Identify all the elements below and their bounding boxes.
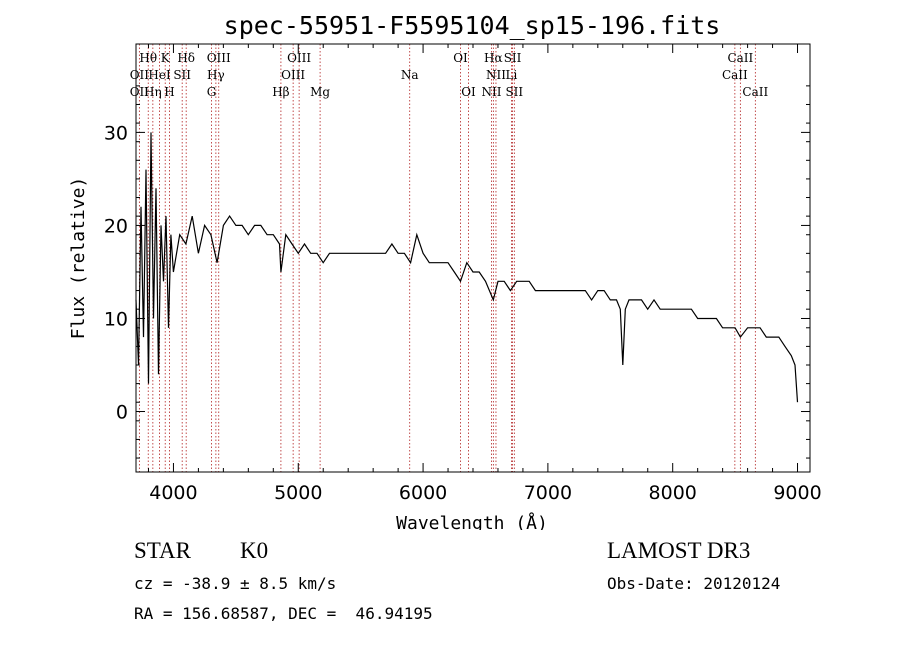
line-label-11: SII (173, 68, 191, 82)
line-label-23: Mg (310, 85, 330, 99)
line-label-16: Li (506, 68, 518, 82)
survey-name: LAMOST DR3 (607, 538, 751, 563)
y-axis-label: Flux (relative) (68, 177, 89, 340)
line-label-17: CaII (722, 68, 748, 82)
line-label-13: OIII (281, 68, 305, 82)
object-subclass: K0 (240, 538, 269, 563)
line-label-21: G (207, 85, 217, 99)
spectrum-chart: spec-55951-F5595104_sp15-196.fits Hθ K Hδ O… (68, 11, 822, 530)
line-label-6: Hα (484, 51, 503, 65)
observation-date: Obs-Date: 20120124 (607, 574, 781, 593)
y-tick-label-2: 20 (104, 215, 128, 237)
line-label-2: Hδ (177, 51, 195, 65)
line-label-8: CaII (727, 51, 753, 65)
line-label-22: Hβ (272, 85, 289, 99)
y-tick-label-3: 30 (104, 122, 128, 144)
x-tick-label-4: 8000 (649, 482, 697, 504)
x-axis-label: Wavelength (Å) (396, 512, 548, 530)
line-label-18: OII (130, 85, 150, 99)
x-tick-label-0: 4000 (149, 482, 197, 504)
coordinates: RA = 156.68587, DEC = 46.94195 (134, 604, 433, 623)
line-label-14: Na (401, 68, 419, 82)
line-label-24: OI (461, 85, 476, 99)
line-label-10: HeI (148, 68, 171, 82)
x-tick-label-2: 6000 (399, 482, 447, 504)
spectrum-flux-line (135, 132, 799, 403)
line-label-15: NII (486, 68, 506, 82)
x-tick-label-3: 7000 (524, 482, 572, 504)
line-label-9: OII (130, 68, 150, 82)
line-label-5: OI (453, 51, 468, 65)
line-label-4: OIII (287, 51, 311, 65)
line-label-12: Hγ (207, 68, 225, 82)
y-tick-label-1: 10 (104, 308, 128, 330)
line-label-0: Hθ (139, 51, 157, 65)
line-label-20: H (164, 85, 174, 99)
chart-title: spec-55951-F5595104_sp15-196.fits (224, 11, 721, 40)
line-label-7: SII (504, 51, 522, 65)
line-label-19: Hη (144, 85, 162, 99)
x-tick-label-5: 9000 (773, 482, 821, 504)
axis-ticks: 4000 5000 6000 7000 8000 9000 0 10 20 30 (104, 44, 822, 504)
line-label-1: K (161, 51, 171, 65)
plot-frame (135, 43, 811, 473)
line-label-3: OIII (207, 51, 231, 65)
x-tick-label-1: 5000 (274, 482, 322, 504)
line-label-26: SII (505, 85, 523, 99)
line-label-25: NII (481, 85, 501, 99)
emission-line-markers (138, 44, 756, 472)
redshift-velocity: cz = -38.9 ± 8.5 km/s (134, 574, 337, 593)
line-label-27: CaII (742, 85, 768, 99)
object-class: STAR (134, 538, 191, 563)
y-tick-label-0: 0 (116, 402, 128, 424)
